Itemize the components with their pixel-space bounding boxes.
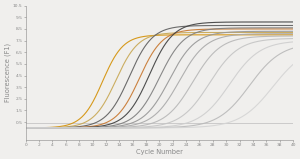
X-axis label: Cycle Number: Cycle Number <box>136 149 183 155</box>
Y-axis label: Fluorescence (F1): Fluorescence (F1) <box>4 43 11 102</box>
